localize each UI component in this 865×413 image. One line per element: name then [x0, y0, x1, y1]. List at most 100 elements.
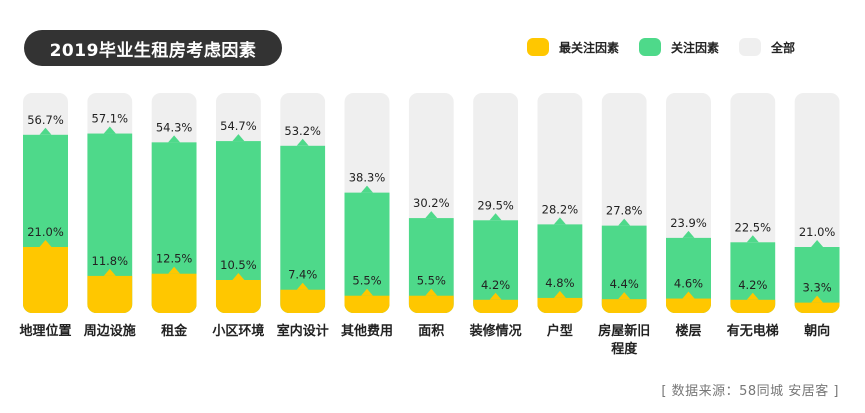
category-label: 房屋新旧	[598, 323, 650, 339]
bar-focus-notch	[682, 230, 695, 238]
bar-top-focus	[87, 275, 133, 313]
bar-group: 38.3% 5.5% 其他费用	[341, 93, 393, 339]
category-label: 朝向	[804, 323, 830, 339]
bar-stack	[666, 93, 711, 313]
data-source-note: [ 数据来源：58同城 安居客 ]	[661, 384, 839, 399]
bar-stack	[344, 93, 390, 313]
category-label: 租金	[161, 323, 188, 339]
bar-focus-value-label: 57.1%	[92, 112, 129, 126]
bar-group: 21.0% 3.3% 朝向	[794, 93, 840, 339]
bar-top-focus-value-label: 4.6%	[674, 277, 703, 291]
bar-top-focus-value-label: 4.8%	[545, 276, 574, 290]
category-label: 小区环境	[212, 323, 264, 339]
category-label: 地理位置	[19, 323, 71, 339]
bar-top-focus-notch	[553, 290, 566, 298]
bar-top-focus-notch	[811, 295, 824, 303]
category-label: 有无电梯	[727, 323, 779, 339]
bar-top-focus-notch	[39, 240, 52, 247]
bar-top-focus-value-label: 10.5%	[220, 258, 257, 272]
legend-label-focus: 关注因素	[671, 40, 720, 55]
bar-top-focus-value-label: 5.5%	[417, 274, 446, 288]
bar-focus-value-label: 29.5%	[477, 198, 514, 212]
bar-top-focus	[666, 298, 711, 313]
category-label: 面积	[418, 323, 444, 339]
legend-swatch-top-focus	[527, 38, 549, 56]
bar-top-focus-notch	[682, 291, 695, 299]
bar-focus-notch	[425, 211, 438, 219]
legend-swatch-all	[739, 38, 762, 56]
bar-stack	[473, 93, 519, 313]
category-label: 周边设施	[84, 323, 136, 339]
bar-top-focus	[473, 299, 519, 313]
bar-group: 54.7% 10.5% 小区环境	[212, 93, 264, 339]
bar-top-focus-notch	[746, 292, 759, 300]
bar-top-focus-value-label: 7.4%	[288, 268, 317, 282]
bar-group: 29.5% 4.2% 装修情况	[469, 93, 522, 339]
bar-top-focus-value-label: 21.0%	[27, 225, 64, 239]
bar-focus-value-label: 54.7%	[220, 119, 257, 133]
bar-top-focus-value-label: 4.4%	[610, 277, 639, 291]
bar-focus-notch	[361, 185, 373, 193]
bar-stack	[730, 93, 776, 313]
bar-focus-value-label: 56.7%	[27, 113, 64, 127]
bar-focus-value-label: 27.8%	[606, 204, 643, 218]
bar-top-focus	[794, 302, 840, 313]
bar-focus-value-label: 53.2%	[284, 124, 321, 138]
bar-focus-notch	[811, 240, 824, 247]
bar-focus-value-label: 54.3%	[156, 120, 193, 134]
bar-stack	[601, 93, 647, 313]
legend: 最关注因素 关注因素 全部	[527, 38, 815, 56]
bar-top-focus-notch	[618, 292, 631, 300]
bar-group: 22.5% 4.2% 有无电梯	[727, 93, 779, 339]
category-label: 程度	[611, 341, 638, 357]
bar-group: 57.1% 11.8% 周边设施	[84, 93, 136, 339]
bar-focus-value-label: 22.5%	[735, 220, 772, 234]
bar-top-focus	[537, 297, 583, 313]
bar-focus-notch	[232, 134, 245, 142]
bar-stack	[280, 93, 326, 313]
legend-item-all: 全部	[739, 38, 795, 56]
bar-focus-notch	[168, 135, 181, 143]
bar-focus-notch	[746, 235, 759, 243]
bar-stack	[87, 93, 133, 313]
legend-swatch-focus	[639, 38, 662, 56]
bar-top-focus	[601, 299, 647, 313]
bar-top-focus-value-label: 11.8%	[92, 254, 129, 268]
category-label: 户型	[547, 323, 573, 339]
bar-stack	[23, 93, 68, 313]
category-label: 其他费用	[341, 323, 393, 339]
bar-focus-notch	[103, 126, 116, 134]
bar-group: 23.9% 4.6% 楼层	[666, 93, 711, 339]
bar-stack	[408, 93, 454, 313]
legend-item-focus: 关注因素	[639, 38, 719, 56]
bar-top-focus-notch	[296, 282, 309, 290]
legend-label-top-focus: 最关注因素	[559, 40, 620, 55]
bar-top-focus-value-label: 5.5%	[352, 274, 381, 288]
bar-top-focus-notch	[232, 273, 245, 280]
bar-top-focus-notch	[103, 268, 116, 276]
bar-top-focus	[344, 295, 390, 313]
bar-focus-value-label: 38.3%	[349, 171, 386, 185]
bar-top-focus-value-label: 4.2%	[481, 278, 510, 292]
bar-top-focus	[151, 273, 197, 313]
bar-top-focus-value-label: 4.2%	[738, 278, 767, 292]
bar-top-focus	[23, 247, 68, 313]
bar-top-focus-value-label: 3.3%	[802, 281, 831, 295]
bar-top-focus-notch	[425, 288, 438, 296]
bar-top-focus-notch	[489, 292, 502, 300]
bar-top-focus	[408, 295, 454, 313]
bar-stack	[794, 93, 840, 313]
bar-focus-value-label: 28.2%	[542, 202, 579, 216]
category-label: 装修情况	[469, 323, 522, 339]
legend-item-top-focus: 最关注因素	[527, 38, 619, 56]
bar-top-focus	[215, 280, 261, 313]
bar-top-focus-value-label: 12.5%	[156, 252, 193, 266]
bar-top-focus-notch	[361, 288, 373, 296]
bar-focus-value-label: 21.0%	[799, 225, 836, 239]
bar-top-focus	[730, 299, 776, 313]
bar-focus-notch	[39, 127, 52, 135]
bar-stack	[537, 93, 583, 313]
bar-group: 56.7% 21.0% 地理位置	[19, 93, 72, 339]
